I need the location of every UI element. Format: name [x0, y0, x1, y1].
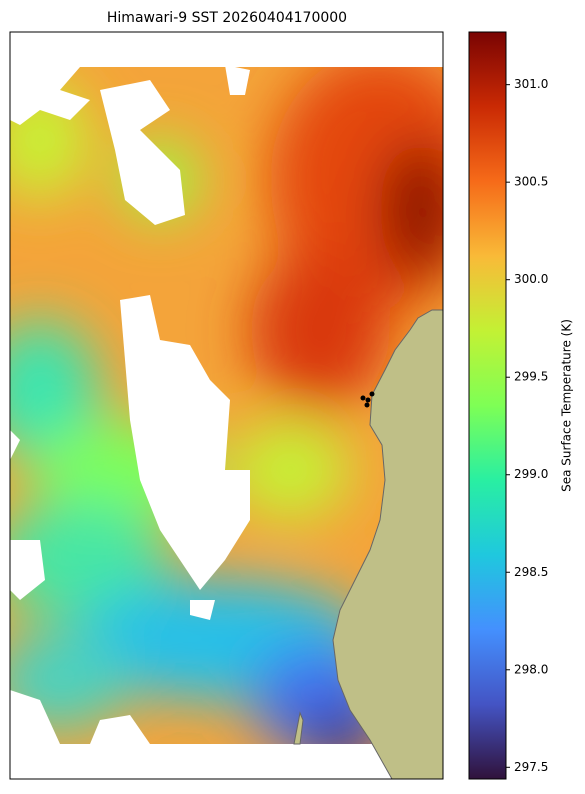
colorbar-scale	[468, 31, 507, 780]
colorbar-tick-label: 298.5	[514, 565, 548, 579]
land	[332, 309, 444, 780]
colorbar-tick-label: 300.0	[514, 272, 548, 286]
colorbar-tick-label: 297.5	[514, 760, 548, 774]
markers	[360, 391, 375, 408]
colorbar-tick-label: 299.0	[514, 467, 548, 481]
colorbar-label: Sea Surface Temperature (K)	[560, 319, 574, 492]
colorbar-tick-label: 301.0	[514, 77, 548, 91]
colorbar-tick-label: 298.0	[514, 662, 548, 676]
colorbar-tick-label: 300.5	[514, 175, 548, 189]
sst-field	[10, 67, 443, 744]
colorbar-tick-label: 299.5	[514, 370, 548, 384]
map-frame	[9, 31, 444, 780]
island	[293, 711, 304, 745]
chart-title: Himawari-9 SST 20260404170000	[107, 10, 347, 26]
